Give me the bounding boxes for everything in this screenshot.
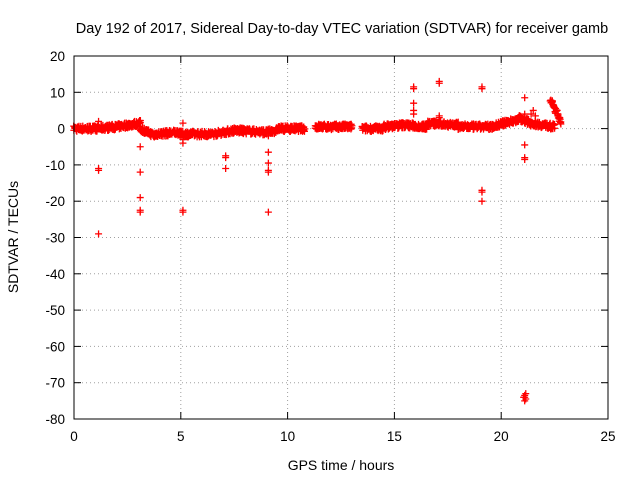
data-point: [179, 139, 187, 147]
data-point: [557, 120, 565, 128]
data-point: [136, 168, 144, 176]
data-point: [551, 124, 559, 132]
y-tick-label: -10: [45, 158, 65, 173]
data-point: [179, 208, 187, 216]
y-tick-label: -40: [45, 267, 65, 282]
y-tick-label: 20: [50, 49, 65, 64]
y-tick-label: -30: [45, 231, 65, 246]
data-point: [521, 110, 529, 118]
data-point: [136, 194, 144, 202]
data-point: [179, 119, 187, 127]
ticks: 20 10 0 -10 -20 -30 -40 -50 -60 -70 -80 0 5 10 15 20 25: [45, 49, 615, 444]
y-tick-label: -80: [45, 412, 65, 427]
data-point: [522, 390, 530, 398]
data-point: [136, 208, 144, 216]
data-point: [264, 168, 272, 176]
data-point: [435, 77, 443, 85]
y-tick-label: -60: [45, 339, 65, 354]
data-points: [70, 77, 565, 405]
grid: [74, 56, 608, 419]
x-tick-label: 0: [70, 429, 78, 444]
y-tick-label: -20: [45, 194, 65, 209]
data-point: [95, 230, 103, 238]
x-tick-label: 20: [494, 429, 509, 444]
x-tick-label: 10: [280, 429, 295, 444]
data-point: [264, 132, 272, 140]
x-tick-label: 25: [600, 429, 615, 444]
data-point: [478, 85, 486, 93]
y-axis-label: SDTVAR / TECUs: [5, 181, 21, 293]
data-point: [410, 83, 418, 91]
data-point: [478, 188, 486, 196]
data-point: [521, 141, 529, 149]
data-point: [410, 99, 418, 107]
chart-title: Day 192 of 2017, Sidereal Day-to-day VTE…: [76, 21, 608, 37]
data-point: [264, 148, 272, 156]
data-point: [300, 127, 308, 135]
y-tick-label: -70: [45, 376, 65, 391]
x-axis-label: GPS time / hours: [288, 457, 395, 473]
data-point: [95, 117, 103, 125]
data-point: [521, 94, 529, 102]
data-point: [222, 154, 230, 162]
data-point: [521, 397, 529, 405]
data-point: [520, 393, 528, 401]
data-point: [410, 110, 418, 118]
data-point: [435, 114, 443, 122]
data-point: [527, 110, 535, 118]
data-point: [531, 112, 539, 120]
data-point: [222, 165, 230, 173]
y-tick-label: 10: [50, 85, 65, 100]
data-point: [521, 155, 529, 163]
data-point: [264, 208, 272, 216]
data-point: [95, 166, 103, 174]
x-tick-label: 15: [387, 429, 402, 444]
data-point: [347, 125, 355, 133]
data-point: [136, 143, 144, 151]
y-tick-label: -50: [45, 303, 65, 318]
data-point: [264, 159, 272, 167]
data-point: [348, 124, 356, 132]
plot-frame: [73, 55, 609, 420]
y-tick-label: 0: [57, 122, 65, 137]
data-point: [478, 197, 486, 205]
x-tick-label: 5: [177, 429, 185, 444]
data-point: [529, 106, 537, 114]
